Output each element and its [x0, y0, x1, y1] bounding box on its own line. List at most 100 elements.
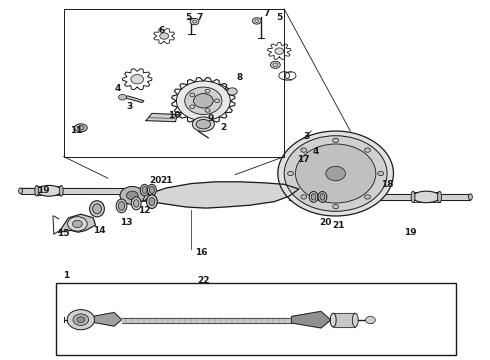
Text: 13: 13	[120, 218, 133, 227]
Ellipse shape	[309, 192, 318, 202]
Text: 17: 17	[297, 155, 310, 163]
Circle shape	[67, 310, 95, 330]
Bar	[56, 283, 456, 355]
Circle shape	[288, 171, 294, 176]
Circle shape	[333, 204, 339, 209]
Circle shape	[301, 148, 307, 152]
Ellipse shape	[119, 202, 124, 210]
Ellipse shape	[131, 197, 141, 210]
Polygon shape	[125, 96, 144, 103]
Ellipse shape	[74, 124, 87, 132]
Circle shape	[131, 75, 144, 84]
Circle shape	[176, 81, 230, 121]
Text: 4: 4	[313, 148, 319, 157]
Circle shape	[275, 48, 284, 54]
Ellipse shape	[318, 192, 327, 202]
Ellipse shape	[413, 191, 440, 203]
Circle shape	[270, 61, 280, 68]
Ellipse shape	[77, 126, 84, 130]
Text: 16: 16	[195, 248, 207, 257]
Ellipse shape	[352, 313, 358, 327]
Circle shape	[278, 131, 393, 216]
Polygon shape	[95, 312, 122, 326]
Polygon shape	[59, 214, 96, 232]
Ellipse shape	[411, 191, 415, 203]
Text: 8: 8	[237, 73, 243, 82]
Polygon shape	[146, 113, 177, 122]
Ellipse shape	[116, 199, 127, 213]
Circle shape	[185, 87, 222, 114]
Circle shape	[366, 316, 375, 324]
Text: 14: 14	[93, 226, 105, 235]
Text: 15: 15	[57, 229, 70, 238]
Circle shape	[252, 18, 261, 24]
Circle shape	[73, 220, 82, 228]
Text: 20: 20	[319, 218, 332, 227]
Text: 19: 19	[404, 228, 417, 237]
Text: 9: 9	[207, 114, 214, 123]
Text: 7: 7	[196, 13, 203, 22]
Polygon shape	[333, 313, 355, 327]
Ellipse shape	[37, 185, 61, 196]
Polygon shape	[122, 318, 294, 323]
Text: 21: 21	[332, 220, 344, 230]
Circle shape	[194, 94, 213, 108]
Circle shape	[119, 94, 126, 100]
Circle shape	[365, 195, 370, 199]
Ellipse shape	[320, 194, 325, 200]
Text: 6: 6	[159, 26, 165, 35]
Ellipse shape	[93, 204, 101, 214]
Text: 12: 12	[138, 206, 151, 215]
Polygon shape	[292, 311, 331, 328]
Ellipse shape	[147, 184, 156, 196]
Circle shape	[301, 195, 307, 199]
Ellipse shape	[196, 120, 211, 129]
Circle shape	[120, 186, 145, 204]
Polygon shape	[120, 187, 149, 203]
Text: 5: 5	[186, 13, 192, 22]
Text: 21: 21	[160, 176, 173, 185]
Circle shape	[333, 138, 339, 143]
Circle shape	[326, 166, 345, 181]
Ellipse shape	[133, 199, 139, 207]
Text: 22: 22	[197, 276, 210, 284]
Text: 11: 11	[70, 126, 82, 135]
Circle shape	[378, 171, 384, 176]
Ellipse shape	[90, 201, 104, 217]
Circle shape	[295, 144, 376, 203]
Ellipse shape	[142, 186, 147, 194]
Text: 3: 3	[127, 102, 133, 111]
Text: 2: 2	[220, 123, 226, 132]
Ellipse shape	[192, 117, 215, 131]
Ellipse shape	[311, 194, 316, 200]
Ellipse shape	[59, 185, 63, 196]
Circle shape	[227, 88, 237, 95]
Text: 5: 5	[276, 13, 282, 22]
Ellipse shape	[149, 198, 155, 206]
Ellipse shape	[35, 185, 39, 196]
Circle shape	[284, 136, 387, 211]
Text: 10: 10	[168, 112, 180, 120]
Text: 18: 18	[381, 180, 393, 189]
Text: 4: 4	[114, 84, 121, 93]
Circle shape	[190, 18, 199, 25]
Text: 19: 19	[37, 186, 49, 195]
Polygon shape	[127, 182, 299, 208]
Circle shape	[77, 317, 85, 323]
Circle shape	[160, 33, 169, 39]
Circle shape	[365, 148, 370, 152]
Circle shape	[126, 191, 138, 200]
Ellipse shape	[147, 195, 157, 208]
Text: 3: 3	[303, 132, 309, 141]
Text: 7: 7	[264, 9, 270, 18]
Text: 1: 1	[63, 271, 69, 280]
Circle shape	[68, 217, 87, 231]
Ellipse shape	[140, 184, 149, 196]
Ellipse shape	[330, 313, 336, 327]
Ellipse shape	[149, 186, 154, 194]
Text: 20: 20	[149, 176, 162, 185]
Circle shape	[73, 314, 89, 325]
Ellipse shape	[438, 191, 441, 203]
Polygon shape	[289, 194, 470, 200]
Ellipse shape	[468, 194, 472, 200]
